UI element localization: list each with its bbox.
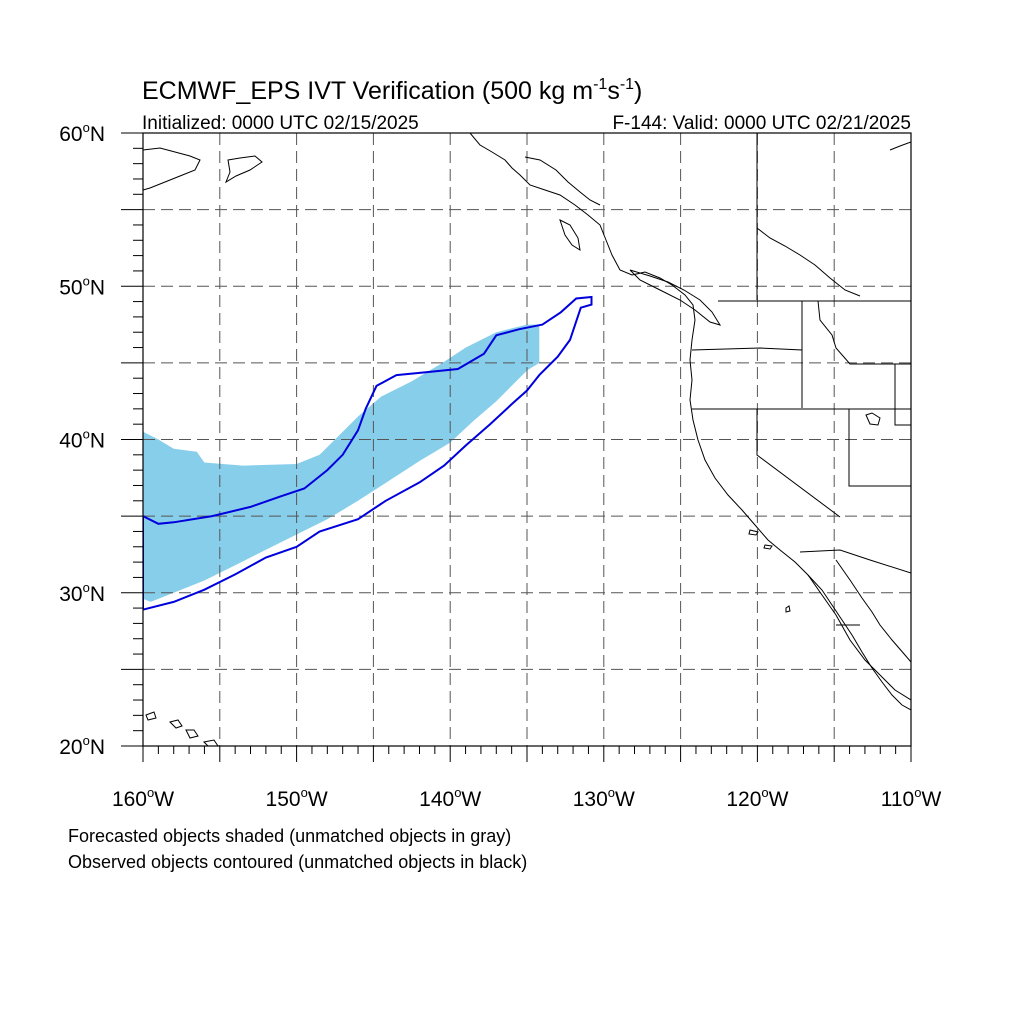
grid-lines [143, 133, 911, 746]
lon-label: 130oW [573, 785, 635, 811]
forecast-object [143, 324, 540, 602]
map-title: ECMWF_EPS IVT Verification (500 kg m-1s-… [142, 76, 642, 105]
lat-label: 20oN [59, 733, 105, 759]
lat-label: 50oN [59, 273, 105, 299]
footnote-forecast: Forecasted objects shaded (unmatched obj… [68, 826, 511, 846]
lat-label: 30oN [59, 580, 105, 606]
lon-label: 140oW [419, 785, 481, 811]
lon-label: 160oW [112, 785, 174, 811]
coastlines [143, 133, 911, 746]
lon-label: 110oW [881, 785, 942, 811]
valid-time-label: F-144: Valid: 0000 UTC 02/21/2025 [612, 113, 911, 134]
init-time-label: Initialized: 0000 UTC 02/15/2025 [142, 113, 419, 134]
political-borders [691, 133, 911, 626]
lon-label: 150oW [266, 785, 328, 811]
observed-object [143, 295, 593, 611]
latitude-labels: 20oN 30oN 40oN 50oN 60oN [59, 120, 105, 759]
lat-label: 40oN [59, 427, 105, 453]
map-panel [121, 132, 912, 762]
lon-label: 120oW [726, 785, 788, 811]
lat-label: 60oN [59, 120, 105, 146]
footnote-observed: Observed objects contoured (unmatched ob… [68, 852, 527, 872]
longitude-labels: 160oW 150oW 140oW 130oW 120oW 110oW [112, 785, 942, 811]
axis-ticks [121, 132, 912, 762]
